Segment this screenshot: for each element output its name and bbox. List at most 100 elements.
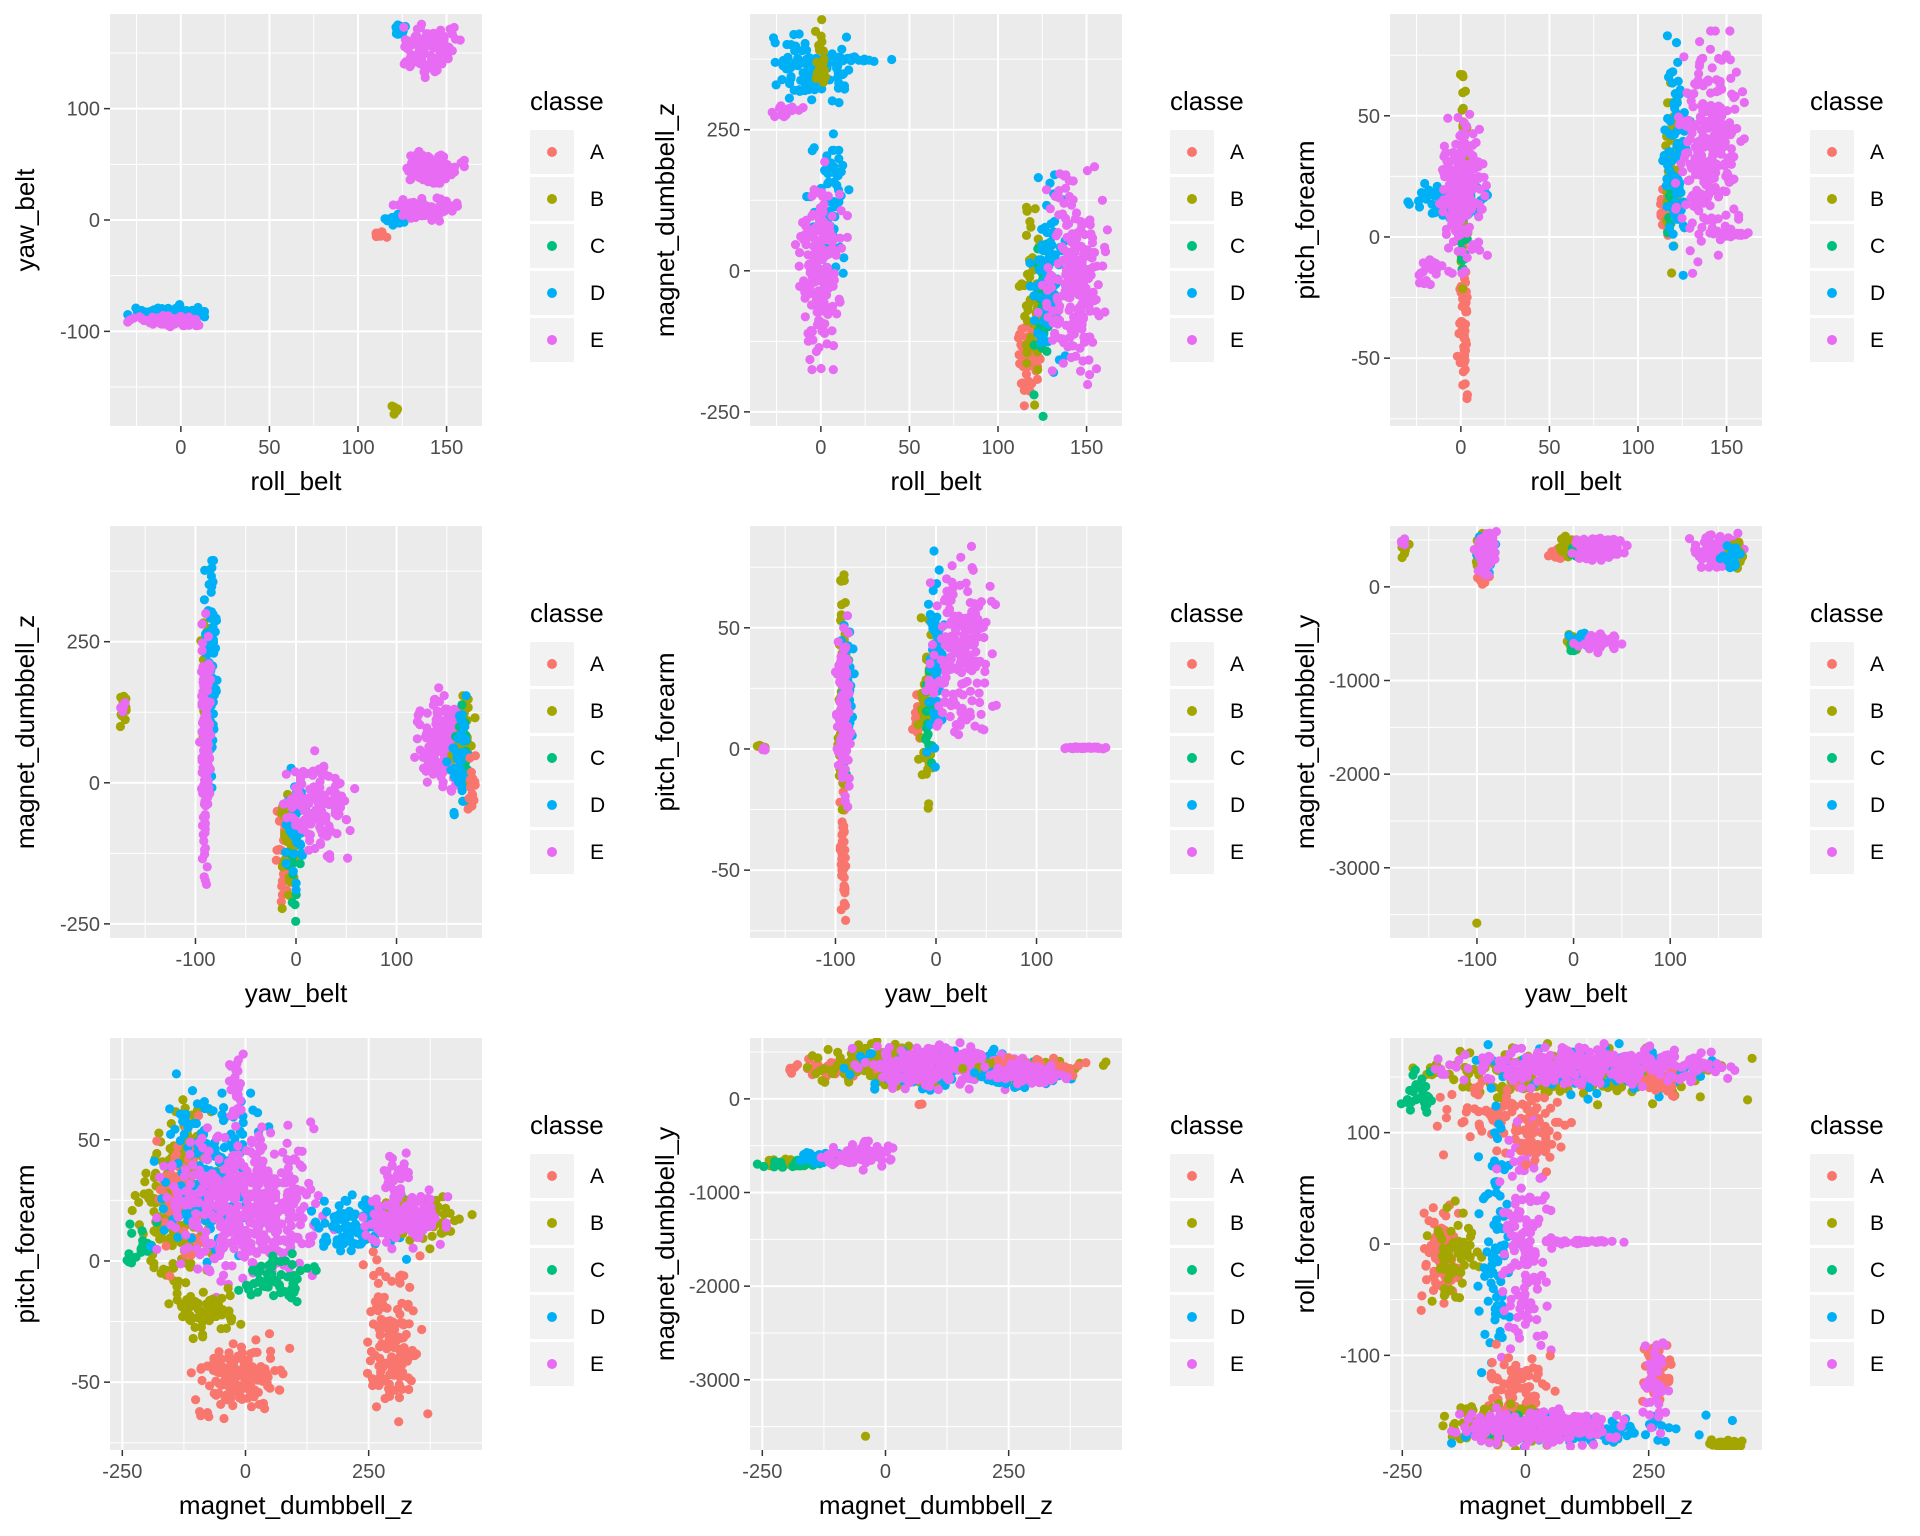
data-point-D: [1040, 222, 1050, 232]
data-point-E: [836, 694, 846, 704]
data-point-B: [816, 31, 826, 41]
data-point-E: [801, 215, 811, 225]
data-point-C: [1029, 390, 1039, 400]
data-point-E: [1071, 286, 1081, 296]
data-point-E: [925, 578, 935, 588]
data-point-E: [420, 72, 430, 83]
data-point-E: [929, 650, 939, 660]
data-point-E: [1065, 332, 1075, 342]
data-point-E: [1712, 140, 1722, 150]
data-point-E: [1684, 534, 1695, 544]
data-point-E: [1077, 320, 1087, 330]
data-point-D: [932, 662, 943, 672]
data-point-D: [1430, 188, 1440, 198]
data-point-E: [974, 688, 984, 698]
data-point-E: [1622, 541, 1632, 551]
data-point-D: [1671, 189, 1682, 199]
data-point-E: [817, 216, 827, 226]
data-point-E: [798, 103, 808, 113]
data-point-E: [197, 753, 207, 763]
data-point-E: [422, 777, 432, 787]
data-point-E: [1055, 333, 1065, 344]
x-tick-label: 0: [290, 949, 301, 971]
legend-label-D: D: [590, 282, 605, 305]
data-point-A: [276, 897, 286, 907]
data-point-E: [308, 770, 318, 780]
data-point-E: [444, 709, 454, 719]
x-axis-title: roll_belt: [890, 466, 982, 496]
data-point-D: [807, 95, 817, 105]
data-point-E: [1486, 542, 1496, 552]
data-point-D: [442, 757, 452, 767]
data-point-E: [429, 65, 439, 75]
data-point-B: [1033, 365, 1043, 375]
scatter-plot-svg: -250 0 250-50050magnet_dumbbell_zpitch_for…: [10, 1038, 605, 1520]
data-point-E: [295, 771, 305, 781]
data-point-B: [168, 1259, 178, 1269]
data-point-E: [929, 688, 939, 698]
data-point-E: [1608, 634, 1618, 644]
data-point-E: [1457, 139, 1467, 149]
data-point-A: [272, 845, 282, 855]
data-point-E: [282, 813, 292, 823]
data-point-E: [199, 872, 209, 882]
data-point-E: [125, 315, 135, 325]
data-point-A: [837, 837, 847, 847]
data-point-E: [417, 153, 427, 163]
data-point-E: [1079, 332, 1089, 342]
y-axis-title: magnet_dumbbell_z: [10, 615, 40, 849]
data-point-A: [837, 865, 847, 875]
data-point-E: [1453, 231, 1464, 241]
legend-label-D: D: [1230, 282, 1245, 305]
data-point-C: [457, 700, 467, 710]
data-point-A: [1555, 553, 1565, 563]
data-point-B: [924, 799, 934, 809]
data-point-D: [211, 615, 222, 626]
data-point-B: [1022, 358, 1032, 368]
legend-label-C: C: [1870, 747, 1885, 770]
data-point-E: [188, 317, 198, 327]
y-axis-title: pitch_forearm: [1290, 141, 1320, 300]
legend-marker-D: [1187, 288, 1197, 298]
data-point-E: [414, 709, 424, 719]
data-point-E: [345, 825, 355, 836]
data-point-E: [805, 354, 815, 365]
data-point-E: [1059, 171, 1069, 181]
data-point-E: [1737, 87, 1748, 97]
data-point-E: [1089, 743, 1099, 753]
data-point-D: [1035, 292, 1045, 302]
data-point-E: [1731, 67, 1741, 77]
data-point-E: [1065, 293, 1075, 303]
data-point-E: [449, 162, 460, 172]
data-point-B: [917, 770, 927, 780]
data-point-D: [930, 762, 940, 772]
data-point-E: [1453, 112, 1463, 123]
legend-label-A: A: [1230, 653, 1244, 676]
data-point-D: [837, 70, 847, 80]
data-point-B: [172, 1295, 182, 1305]
data-point-E: [1062, 284, 1073, 294]
data-point-E: [1060, 743, 1070, 754]
data-point-E: [1573, 641, 1584, 651]
data-point-E: [825, 235, 835, 245]
data-point-E: [1685, 175, 1695, 185]
data-point-E: [936, 634, 947, 644]
data-point-E: [1739, 97, 1749, 108]
data-point-E: [1697, 222, 1707, 233]
data-point-E: [823, 309, 833, 319]
data-point-B: [470, 713, 480, 723]
data-point-D: [782, 39, 792, 50]
data-point-D: [1029, 315, 1040, 326]
data-point-E: [1066, 352, 1076, 363]
data-point-E: [1088, 294, 1098, 305]
data-point-E: [1472, 173, 1482, 183]
data-point-E: [304, 845, 314, 855]
data-points: [1396, 527, 1749, 928]
legend-marker-A: [1827, 659, 1837, 669]
data-point-E: [1685, 246, 1695, 256]
data-point-E: [834, 294, 844, 304]
data-point-B: [811, 73, 821, 83]
data-point-D: [452, 753, 462, 763]
